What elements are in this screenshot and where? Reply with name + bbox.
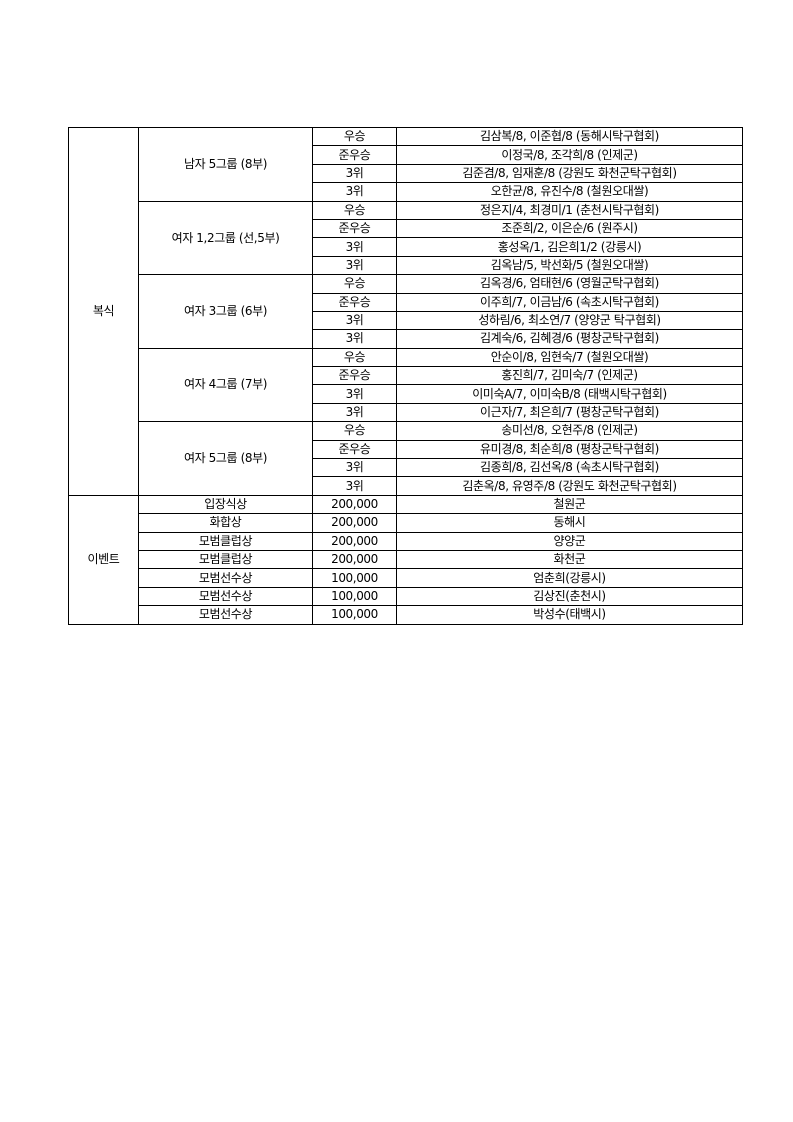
rank-cell: 우승 <box>312 347 397 368</box>
result-cell: 김종희/8, 김선옥/8 (속초시탁구협회) <box>396 458 743 478</box>
result-cell: 안순이/8, 임현숙/7 (철원오대쌀) <box>396 347 743 368</box>
rank-cell: 우승 <box>312 274 397 294</box>
result-cell: 이주희/7, 이금남/6 (속초시탁구협회) <box>396 292 743 312</box>
award-cell: 모범선수상 <box>138 568 313 588</box>
rank-cell: 3위 <box>312 255 397 276</box>
group-cell: 여자 1,2그룹 (선,5부) <box>138 200 313 276</box>
winner-cell: 동해시 <box>396 513 743 533</box>
result-cell: 이정국/8, 조각희/8 (인제군) <box>396 145 743 165</box>
table-row: 여자 3그룹 (6부) 우승 김옥경/6, 엄태현/6 (영월군탁구협회) <box>69 274 743 349</box>
prize-cell: 200,000 <box>312 549 397 570</box>
winner-cell: 철원군 <box>396 494 743 515</box>
rank-cell: 준우승 <box>312 439 397 460</box>
table-row: 3위 오한균/8, 유진수/8 (철원오대쌀) <box>69 182 743 202</box>
rank-cell: 3위 <box>312 237 397 257</box>
winner-cell: 김상진(춘천시) <box>396 586 743 607</box>
rank-cell: 3위 <box>312 476 397 496</box>
table-row: 3위 김계숙/6, 김혜경/6 (평창군탁구협회) <box>69 329 743 349</box>
table-row: 이벤트 입장식상 200,000 철원군 <box>68 494 743 625</box>
result-cell: 오한균/8, 유진수/8 (철원오대쌀) <box>396 182 743 202</box>
group-cell: 여자 4그룹 (7부) <box>138 347 313 423</box>
prize-cell: 100,000 <box>312 568 397 588</box>
table-row: 모범클럽상 200,000 화천군 <box>69 549 743 570</box>
table-row: 준우승 홍진희/7, 김미숙/7 (인제군) <box>69 366 743 386</box>
result-cell: 홍진희/7, 김미숙/7 (인제군) <box>396 366 743 386</box>
group-cell: 여자 3그룹 (6부) <box>138 274 313 349</box>
result-cell: 김계숙/6, 김혜경/6 (평창군탁구협회) <box>396 329 743 349</box>
result-cell: 홍성옥/1, 김은희1/2 (강릉시) <box>396 237 743 257</box>
result-cell: 김옥경/6, 엄태현/6 (영월군탁구협회) <box>396 274 743 294</box>
result-cell: 김춘옥/8, 유영주/8 (강원도 화천군탁구협회) <box>396 476 743 496</box>
rank-cell: 준우승 <box>312 218 397 239</box>
result-cell: 이미숙A/7, 이미숙B/8 (태백시탁구협회) <box>396 384 743 404</box>
group-cell: 여자 5그룹 (8부) <box>138 421 313 496</box>
results-table: 복식 남자 5그룹 (8부) 우승 김삼복/8, 이준협/8 (동해시탁구협회) 준우승… <box>68 126 743 625</box>
winner-cell: 엄춘희(강릉시) <box>396 568 743 588</box>
rank-cell: 3위 <box>312 402 397 423</box>
rank-cell: 준우승 <box>312 145 397 165</box>
award-cell: 모범클럽상 <box>138 531 313 551</box>
table-row: 준우승 이주희/7, 이금남/6 (속초시탁구협회) <box>69 292 743 312</box>
prize-cell: 200,000 <box>312 513 397 533</box>
table-row: 3위 이미숙A/7, 이미숙B/8 (태백시탁구협회) <box>69 384 743 404</box>
award-cell: 모범선수상 <box>138 586 313 607</box>
prize-cell: 200,000 <box>312 531 397 551</box>
result-cell: 정은지/4, 최경미/1 (춘천시탁구협회) <box>396 200 743 220</box>
result-cell: 조준희/2, 이은순/6 (원주시) <box>396 218 743 239</box>
table-row: 여자 4그룹 (7부) 우승 안순이/8, 임현숙/7 (철원오대쌀) <box>69 347 743 423</box>
result-cell: 유미경/8, 최순희/8 (평창군탁구협회) <box>396 439 743 460</box>
result-cell: 송미선/8, 오현주/8 (인제군) <box>396 421 743 441</box>
rank-cell: 3위 <box>312 329 397 349</box>
rank-cell: 준우승 <box>312 366 397 386</box>
category-cell: 복식 <box>68 127 139 496</box>
table-row: 모범선수상 100,000 엄춘희(강릉시) <box>69 568 743 588</box>
table-row: 여자 1,2그룹 (선,5부) 우승 정은지/4, 최경미/1 (춘천시탁구협회) <box>69 200 743 276</box>
result-cell: 김삼복/8, 이준협/8 (동해시탁구협회) <box>396 126 743 147</box>
prize-cell: 100,000 <box>312 586 397 607</box>
rank-cell: 3위 <box>312 458 397 478</box>
award-cell: 모범클럽상 <box>138 549 313 570</box>
winner-cell: 박성수(태백시) <box>396 605 743 625</box>
table-row: 모범선수상 100,000 박성수(태백시) <box>69 605 743 625</box>
rank-cell: 준우승 <box>312 292 397 312</box>
result-cell: 성하림/6, 최소연/7 (양양군 탁구협회) <box>396 310 743 331</box>
table-row: 화합상 200,000 동해시 <box>69 513 743 533</box>
group-cell: 남자 5그룹 (8부) <box>138 127 313 202</box>
award-cell: 모범선수상 <box>138 605 313 625</box>
table-row: 모범클럽상 200,000 양양군 <box>69 531 743 551</box>
table-row: 준우승 유미경/8, 최순희/8 (평창군탁구협회) <box>69 439 743 460</box>
table-row: 복식 남자 5그룹 (8부) 우승 김삼복/8, 이준협/8 (동해시탁구협회) <box>68 126 743 496</box>
rank-cell: 3위 <box>312 310 397 331</box>
award-cell: 화합상 <box>138 513 313 533</box>
rank-cell: 우승 <box>312 200 397 220</box>
result-cell: 김준겸/8, 임재훈/8 (강원도 화천군탁구협회) <box>396 163 743 184</box>
table-row: 여자 5그룹 (8부) 우승 송미선/8, 오현주/8 (인제군) <box>69 421 743 496</box>
winner-cell: 양양군 <box>396 531 743 551</box>
winner-cell: 화천군 <box>396 549 743 570</box>
category-cell: 이벤트 <box>68 494 139 625</box>
table-row: 3위 홍성옥/1, 김은희1/2 (강릉시) <box>69 237 743 257</box>
award-cell: 입장식상 <box>138 494 313 515</box>
rank-cell: 우승 <box>312 421 397 441</box>
table-row: 3위 김준겸/8, 임재훈/8 (강원도 화천군탁구협회) <box>69 163 743 184</box>
prize-cell: 200,000 <box>312 494 397 515</box>
rank-cell: 3위 <box>312 182 397 202</box>
rank-cell: 3위 <box>312 163 397 184</box>
rank-cell: 우승 <box>312 126 397 147</box>
table-row: 모범선수상 100,000 김상진(춘천시) <box>69 586 743 607</box>
rank-cell: 3위 <box>312 384 397 404</box>
result-cell: 김옥남/5, 박선화/5 (철원오대쌀) <box>396 255 743 276</box>
prize-cell: 100,000 <box>312 605 397 625</box>
result-cell: 이근자/7, 최은희/7 (평창군탁구협회) <box>396 402 743 423</box>
table-row: 3위 성하림/6, 최소연/7 (양양군 탁구협회) <box>69 310 743 331</box>
